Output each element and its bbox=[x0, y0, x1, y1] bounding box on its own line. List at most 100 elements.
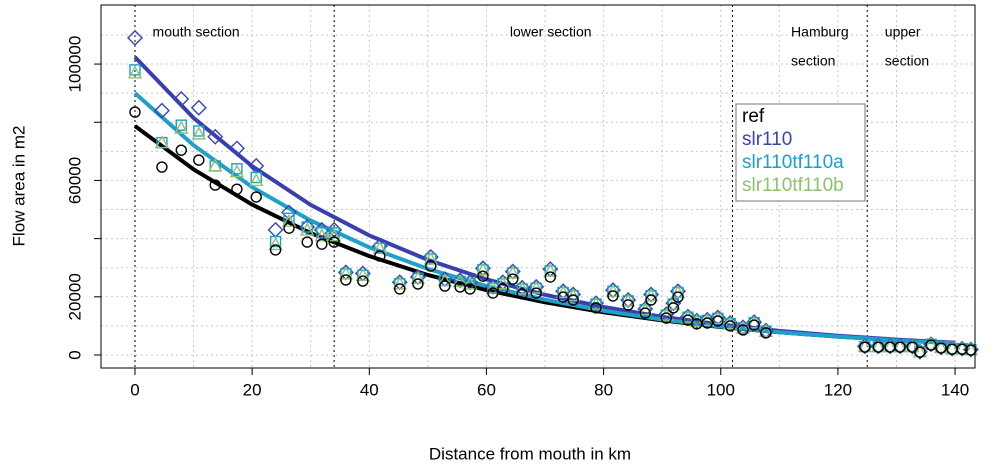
point bbox=[935, 342, 947, 354]
point bbox=[372, 240, 388, 254]
x-tick-label: 60 bbox=[477, 380, 496, 399]
fit-line bbox=[133, 91, 956, 346]
point bbox=[672, 291, 684, 303]
point bbox=[462, 276, 478, 290]
point bbox=[250, 191, 262, 203]
point bbox=[515, 281, 530, 295]
point bbox=[565, 288, 581, 302]
point bbox=[645, 294, 657, 306]
point bbox=[425, 260, 437, 272]
point bbox=[412, 278, 424, 290]
x-tick-label: 80 bbox=[594, 380, 613, 399]
point bbox=[475, 262, 491, 276]
point bbox=[126, 29, 143, 46]
point bbox=[557, 291, 569, 303]
point bbox=[281, 204, 298, 221]
point bbox=[191, 126, 207, 140]
point bbox=[529, 280, 544, 294]
point bbox=[316, 227, 328, 239]
point bbox=[712, 315, 724, 327]
legend-entry: slr110tf110b bbox=[742, 175, 844, 196]
point bbox=[340, 274, 352, 286]
point bbox=[639, 307, 651, 319]
point bbox=[556, 284, 571, 299]
point bbox=[735, 320, 751, 334]
y-tick-label: 60000 bbox=[65, 157, 84, 204]
point bbox=[269, 235, 282, 248]
point bbox=[193, 125, 205, 137]
point bbox=[129, 64, 141, 76]
point bbox=[914, 346, 926, 358]
point bbox=[701, 317, 713, 329]
point bbox=[544, 271, 557, 283]
point bbox=[464, 283, 476, 295]
point bbox=[174, 120, 189, 134]
point bbox=[516, 288, 528, 300]
x-tick-label: 40 bbox=[360, 380, 379, 399]
x-tick-label: 120 bbox=[824, 380, 852, 399]
point bbox=[175, 119, 187, 131]
point bbox=[452, 273, 468, 288]
point bbox=[173, 90, 190, 107]
point bbox=[567, 294, 579, 306]
plot-frame bbox=[100, 4, 976, 369]
point bbox=[590, 302, 602, 314]
point bbox=[281, 213, 297, 227]
point bbox=[207, 128, 224, 145]
point bbox=[129, 106, 141, 118]
point bbox=[410, 270, 426, 284]
y-tick-label: 0 bbox=[65, 350, 84, 359]
point bbox=[283, 222, 295, 234]
point bbox=[495, 276, 511, 290]
point bbox=[758, 323, 774, 337]
section-label: section bbox=[885, 53, 929, 69]
point bbox=[622, 299, 634, 311]
point bbox=[956, 343, 968, 355]
point bbox=[229, 164, 245, 178]
point bbox=[760, 327, 772, 339]
point bbox=[965, 344, 977, 356]
y-tick-label: 100000 bbox=[65, 36, 84, 93]
point bbox=[316, 238, 328, 250]
point bbox=[724, 320, 736, 332]
point bbox=[607, 290, 619, 302]
x-tick-label: 140 bbox=[941, 380, 969, 399]
point bbox=[231, 163, 243, 175]
point bbox=[153, 102, 170, 119]
section-label: lower section bbox=[510, 24, 592, 40]
point bbox=[643, 288, 659, 302]
section-label: Hamburg bbox=[791, 24, 849, 40]
point bbox=[250, 171, 262, 184]
x-tick-label: 100 bbox=[707, 380, 735, 399]
legend-entry: ref bbox=[742, 106, 765, 127]
point bbox=[477, 270, 489, 282]
section-label: section bbox=[791, 53, 835, 69]
point bbox=[394, 283, 406, 295]
point bbox=[268, 236, 283, 251]
point bbox=[328, 236, 340, 248]
point bbox=[660, 312, 672, 324]
point bbox=[326, 228, 342, 242]
point bbox=[314, 228, 330, 242]
point bbox=[269, 244, 282, 256]
point bbox=[355, 267, 371, 281]
point bbox=[605, 283, 621, 297]
section-label: upper bbox=[885, 24, 921, 40]
point bbox=[156, 161, 168, 173]
point bbox=[301, 221, 313, 233]
point bbox=[722, 316, 738, 330]
point bbox=[670, 284, 686, 299]
point bbox=[193, 154, 205, 166]
point bbox=[497, 283, 509, 295]
point bbox=[487, 287, 499, 299]
point bbox=[392, 276, 407, 290]
x-tick-label: 0 bbox=[130, 380, 139, 399]
point bbox=[507, 273, 519, 285]
point bbox=[338, 266, 354, 280]
point bbox=[267, 221, 284, 238]
point bbox=[357, 275, 369, 287]
legend-entry: slr110tf110a bbox=[742, 152, 844, 173]
section-label: mouth section bbox=[153, 24, 240, 40]
point bbox=[505, 265, 520, 279]
